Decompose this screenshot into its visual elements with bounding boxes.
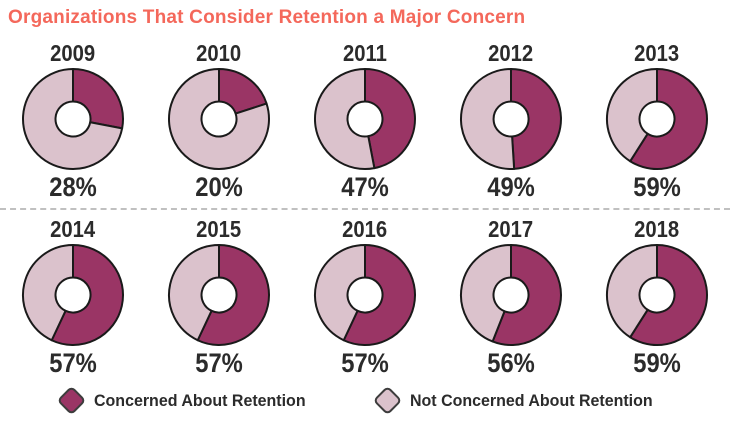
- donut-cell: 2013 59%: [587, 40, 727, 202]
- not-concerned-slice: [460, 68, 516, 170]
- percent-label: 56%: [487, 348, 535, 378]
- donut-cell: 2017 56%: [441, 216, 581, 378]
- concerned-slice: [72, 68, 124, 130]
- percent-label: 57%: [341, 348, 389, 378]
- year-label: 2018: [634, 216, 680, 242]
- donut-row-2014-2018: 2014 57% 2015 57% 2016 57% 2017 56% 2018…: [0, 216, 730, 378]
- concerned-swatch-icon: [57, 385, 87, 416]
- not-concerned-slice: [606, 244, 658, 339]
- legend-item-concerned: Concerned About Retention: [57, 385, 319, 416]
- concerned-slice: [364, 68, 416, 170]
- year-label: 2014: [50, 216, 96, 242]
- donut-cell: 2018 59%: [587, 216, 727, 378]
- donut-chart: [22, 68, 124, 170]
- concerned-slice: [342, 244, 416, 346]
- donut-chart: [606, 244, 708, 346]
- legend: Concerned About Retention Not Concerned …: [0, 385, 730, 416]
- not-concerned-slice: [22, 244, 74, 342]
- donut-chart: [22, 244, 124, 346]
- year-label: 2017: [488, 216, 534, 242]
- percent-label: 20%: [195, 172, 243, 202]
- year-label: 2016: [342, 216, 388, 242]
- donut-cell: 2015 57%: [149, 216, 289, 378]
- concerned-slice: [629, 68, 708, 170]
- donut-chart: [314, 68, 416, 170]
- not-concerned-slice: [168, 68, 270, 170]
- donut-cell: 2016 57%: [295, 216, 435, 378]
- not-concerned-slice: [314, 244, 366, 342]
- not-concerned-slice: [314, 68, 376, 170]
- donut-cell: 2011 47%: [295, 40, 435, 202]
- not-concerned-slice: [22, 68, 124, 170]
- percent-label: 59%: [633, 172, 681, 202]
- percent-label: 47%: [341, 172, 389, 202]
- donut-chart: [314, 244, 416, 346]
- donut-chart: [168, 244, 270, 346]
- concerned-slice: [196, 244, 270, 346]
- page-title: Organizations That Consider Retention a …: [8, 7, 526, 28]
- year-label: 2012: [488, 40, 534, 66]
- legend-label-concerned: Concerned About Retention: [94, 390, 306, 410]
- donut-cell: 2009 28%: [3, 40, 143, 202]
- donut-row-2009-2013: 2009 28% 2010 20% 2011 47% 2012 49% 2013…: [0, 40, 730, 202]
- donut-cell: 2014 57%: [3, 216, 143, 378]
- donut-cell: 2012 49%: [441, 40, 581, 202]
- donut-chart: [168, 68, 270, 170]
- year-label: 2010: [196, 40, 242, 66]
- concerned-slice: [629, 244, 708, 346]
- not-concerned-slice: [168, 244, 220, 342]
- not-concerned-swatch-icon: [373, 385, 403, 416]
- concerned-slice: [491, 244, 562, 346]
- percent-label: 57%: [49, 348, 97, 378]
- percent-label: 28%: [49, 172, 97, 202]
- year-label: 2013: [634, 40, 680, 66]
- percent-label: 49%: [487, 172, 535, 202]
- donut-chart: [460, 68, 562, 170]
- legend-item-not-concerned: Not Concerned About Retention: [373, 385, 668, 416]
- concerned-slice: [50, 244, 124, 346]
- concerned-slice: [510, 68, 562, 170]
- year-label: 2011: [343, 40, 387, 66]
- year-label: 2009: [50, 40, 96, 66]
- not-concerned-slice: [606, 68, 658, 163]
- percent-label: 57%: [195, 348, 243, 378]
- not-concerned-slice: [460, 244, 512, 343]
- percent-label: 59%: [633, 348, 681, 378]
- year-label: 2015: [196, 216, 242, 242]
- retention-chart-page: Organizations That Consider Retention a …: [0, 6, 730, 437]
- donut-cell: 2010 20%: [149, 40, 289, 202]
- donut-chart: [460, 244, 562, 346]
- legend-label-not-concerned: Not Concerned About Retention: [410, 390, 654, 410]
- donut-chart: [606, 68, 708, 170]
- row-divider: [0, 208, 730, 210]
